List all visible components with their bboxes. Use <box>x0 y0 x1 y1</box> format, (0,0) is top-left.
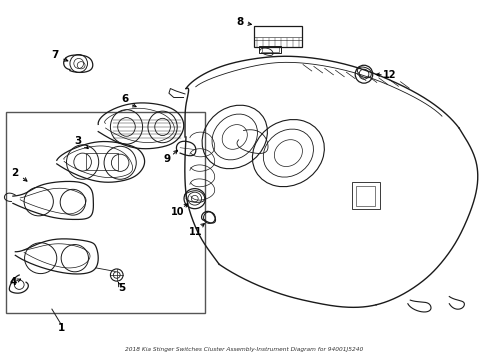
Text: 10: 10 <box>170 207 183 217</box>
Text: 7: 7 <box>52 50 59 60</box>
Bar <box>351 182 379 209</box>
Text: 6: 6 <box>121 94 128 104</box>
Text: 8: 8 <box>236 17 243 27</box>
Text: 2: 2 <box>11 168 18 178</box>
Text: 1: 1 <box>58 323 65 333</box>
Bar <box>355 186 374 206</box>
Bar <box>254 26 302 47</box>
Bar <box>259 46 281 53</box>
Text: 12: 12 <box>382 70 396 80</box>
Text: 4: 4 <box>9 277 17 287</box>
Text: 2018 Kia Stinger Switches Cluster Assembly-Instrument Diagram for 94001J5240: 2018 Kia Stinger Switches Cluster Assemb… <box>125 347 363 352</box>
Bar <box>86 153 118 170</box>
Text: 3: 3 <box>74 136 81 145</box>
Bar <box>261 47 278 51</box>
Text: 11: 11 <box>188 227 202 237</box>
Bar <box>5 112 205 313</box>
Text: 9: 9 <box>163 154 171 164</box>
Text: 5: 5 <box>118 283 125 293</box>
